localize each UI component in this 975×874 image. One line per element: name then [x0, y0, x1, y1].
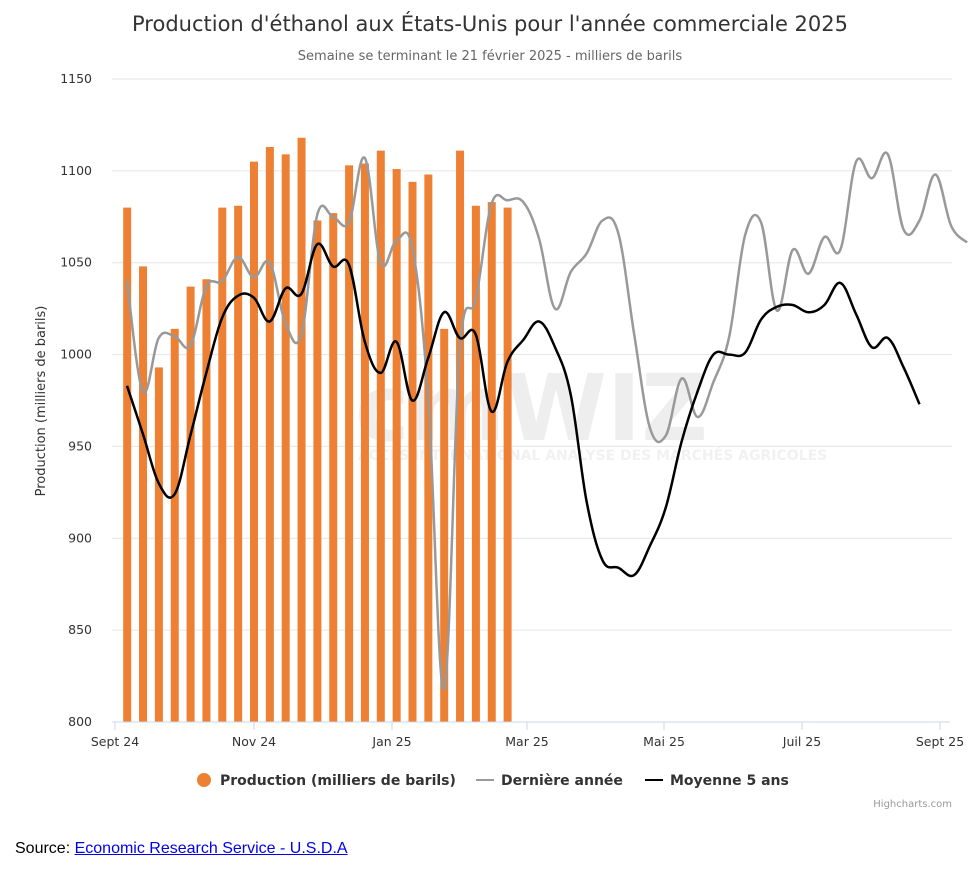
production-bar	[234, 205, 243, 722]
x-tick-label: Mai 25	[643, 734, 685, 749]
source-line: Source: Economic Research Service - U.S.…	[15, 840, 348, 858]
legend-item-production[interactable]: Production (milliers de barils)	[197, 773, 456, 789]
production-bar	[218, 207, 227, 723]
x-tick-label: Nov 24	[232, 734, 276, 749]
y-tick-label: 950	[68, 438, 92, 453]
production-bar	[250, 161, 258, 722]
production-bar	[297, 137, 306, 722]
y-tick-label: 850	[68, 622, 92, 637]
production-bar	[139, 266, 148, 722]
production-bar	[440, 328, 449, 722]
x-tick-label: Sept 25	[916, 734, 964, 749]
legend-item-previous-year[interactable]: Dernière année	[476, 773, 623, 789]
source-link[interactable]: Economic Research Service - U.S.D.A	[74, 840, 348, 857]
x-tick-label: Jan 25	[371, 734, 411, 749]
production-bar	[408, 181, 417, 722]
chart-credits[interactable]: Highcharts.com	[873, 799, 952, 810]
y-axis-ticks: 800 850 900 950 1000 1050 1100 1150	[60, 71, 92, 729]
chart-subtitle: Semaine se terminant le 21 février 2025 …	[298, 49, 683, 64]
production-bar	[345, 165, 354, 723]
y-tick-label: 1150	[60, 71, 92, 86]
x-tick-label: Mar 25	[505, 734, 548, 749]
line-series	[125, 151, 968, 691]
legend-production-symbol	[197, 773, 211, 787]
y-tick-label: 1000	[60, 347, 92, 362]
x-tick-label: Juil 25	[782, 734, 821, 749]
production-bar	[186, 286, 195, 722]
five-year-average-line	[125, 242, 921, 578]
y-tick-label: 900	[68, 530, 92, 545]
legend: Production (milliers de barils) Dernière…	[197, 773, 789, 789]
production-bar	[456, 150, 465, 723]
production-bars	[123, 137, 512, 723]
legend-previous-year-label: Dernière année	[501, 773, 623, 789]
production-bar	[154, 367, 163, 722]
production-bar	[329, 213, 338, 722]
production-bar	[487, 202, 496, 723]
production-bar	[503, 207, 512, 723]
x-tick-label: Sept 24	[91, 734, 139, 749]
source-label: Source:	[15, 840, 71, 857]
production-bar	[281, 154, 290, 722]
production-bar	[392, 169, 401, 722]
y-axis-title: Production (milliers de barils)	[34, 306, 49, 497]
y-tick-label: 1100	[60, 163, 92, 178]
y-tick-label: 800	[68, 714, 92, 729]
chart-title: Production d'éthanol aux États-Unis pour…	[132, 11, 848, 36]
production-bar	[170, 328, 179, 722]
production-bar	[360, 163, 369, 723]
x-axis-ticks: Sept 24 Nov 24 Jan 25 Mar 25 Mai 25 Juil 25 Se…	[91, 722, 964, 749]
chart-container: cmWIZ ACCÈS INTERNATIONAL ANALYSE DES MA…	[34, 11, 968, 810]
chart-svg: cmWIZ ACCÈS INTERNATIONAL ANALYSE DES MA…	[34, 11, 968, 810]
legend-item-five-year-average[interactable]: Moyenne 5 ans	[645, 773, 789, 789]
production-bar	[376, 150, 385, 723]
production-bar	[265, 146, 274, 722]
production-bar	[202, 279, 211, 722]
production-bar	[123, 207, 132, 723]
legend-production-label: Production (milliers de barils)	[220, 773, 456, 789]
production-bar	[313, 220, 322, 722]
y-tick-label: 1050	[60, 255, 92, 270]
previous-year-line	[125, 151, 968, 691]
legend-five-year-average-label: Moyenne 5 ans	[670, 773, 789, 789]
production-bar	[471, 205, 480, 722]
production-bar	[424, 174, 433, 722]
